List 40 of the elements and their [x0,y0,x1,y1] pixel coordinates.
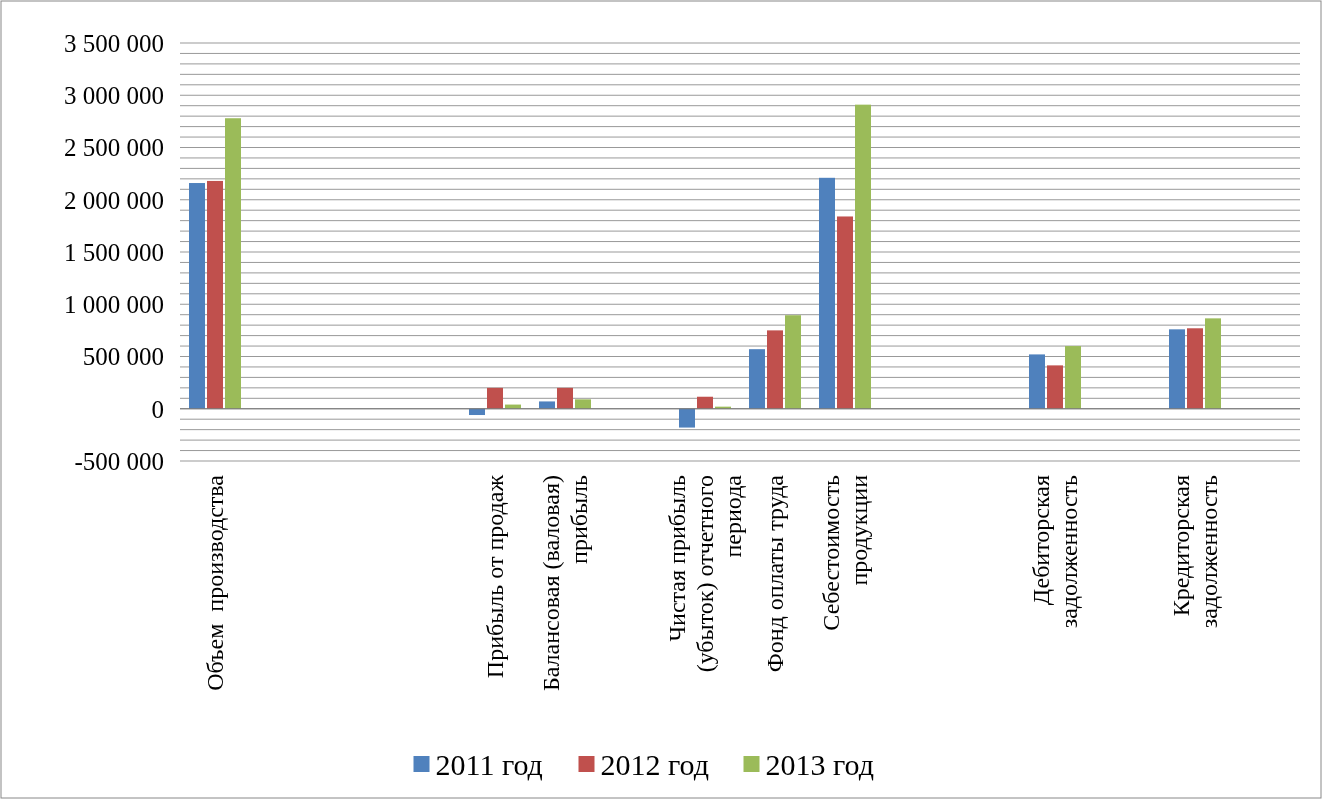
x-tick-label: Дебиторская задолженность [1028,474,1083,629]
bar [819,177,835,409]
bar [189,183,205,409]
bar [1029,354,1045,409]
y-tick-label: 2 000 000 [64,186,164,214]
bar [679,408,695,428]
y-tick-label: 2 500 000 [64,134,164,162]
y-tick-label: -500 000 [74,447,164,475]
bar [539,401,555,409]
x-tick-label: Объем производства [202,474,229,691]
bar [837,216,853,409]
bar [1169,329,1185,409]
y-tick-label: 1 000 000 [64,291,164,318]
x-tick-label: Чистая прибыль (убыток) отчетного периода [664,474,747,673]
y-tick-label: 500 000 [82,343,164,371]
bar [1047,365,1063,409]
y-tick-label: 1 500 000 [64,238,164,266]
bar [767,330,783,409]
bar [1065,346,1081,409]
y-tick-label: 3 000 000 [64,82,164,109]
bar [697,396,713,409]
y-tick-label: 0 [151,395,164,423]
bar [855,104,871,409]
x-tick-label: Балансовая (валовая) прибыль [538,474,593,692]
bar [749,349,765,409]
bar [785,315,801,409]
bar [1205,318,1221,409]
bar [1187,328,1203,409]
legend-label: 2012 год [600,747,709,781]
x-tick-label: Прибыль от продаж [482,474,509,679]
bar [469,408,485,416]
bar [557,387,573,409]
y-tick-label: 3 500 000 [64,29,164,57]
x-tick-label: Фонд оплаты труда [762,474,789,673]
bar [225,118,241,409]
bar [487,387,503,409]
bar [207,180,223,409]
legend-label: 2013 год [765,747,874,781]
legend-label: 2011 год [435,747,543,781]
bar [575,399,591,409]
